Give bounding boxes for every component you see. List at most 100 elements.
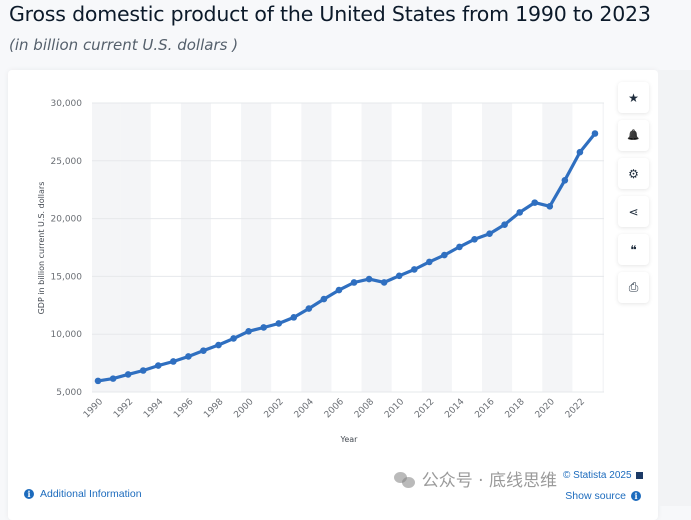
x-tick-label: 1998 [202,397,225,420]
x-tick-label: 1990 [82,397,105,420]
data-point[interactable] [185,353,192,360]
data-point[interactable] [124,371,132,378]
x-tick-label: 2010 [383,397,406,420]
data-point[interactable] [170,358,177,365]
data-point[interactable] [200,347,207,354]
show-source-link[interactable]: Show source i [565,490,641,502]
flag-icon [635,472,643,479]
x-tick-label: 2006 [323,397,346,420]
favorite-button[interactable]: ★ [618,82,649,113]
data-point[interactable] [531,199,539,206]
data-point[interactable] [335,286,343,294]
gdp-line [96,131,597,383]
x-tick-label: 2014 [443,397,466,420]
data-point[interactable] [516,209,523,216]
y-tick-label: 30,000 [51,99,83,109]
x-tick-label: 1996 [172,397,195,420]
star-icon: ★ [628,90,639,105]
quote-icon: ❝ [630,242,637,257]
y-tick-label: 5,000 [56,388,82,398]
statista-credit[interactable]: © Statista 2025 [563,470,643,481]
background-band [92,103,121,392]
data-point[interactable] [154,362,162,369]
x-tick-label: 2002 [263,397,286,420]
data-point[interactable] [501,221,508,228]
data-point[interactable] [290,314,298,321]
data-point[interactable] [456,243,463,251]
x-tick-label: 2016 [473,397,496,420]
x-tick-label: 2012 [413,397,436,420]
show-source-label: Show source [565,490,626,502]
data-point[interactable] [94,377,102,385]
data-point[interactable] [230,335,237,342]
data-point[interactable] [275,320,283,327]
x-tick-label: 1994 [142,397,165,420]
additional-information-link[interactable]: i Additional Information [24,488,142,500]
bell-icon: 🔔 [627,130,640,141]
cite-button[interactable]: ❝ [618,234,649,265]
print-button[interactable]: ⎙ [618,272,649,303]
background-band [602,103,604,392]
data-point[interactable] [260,324,267,331]
chart-title: Gross domestic product of the United Sta… [9,2,651,26]
data-point[interactable] [576,148,584,156]
background-band [241,103,272,392]
background-band [301,103,332,392]
data-point[interactable] [350,279,358,286]
data-point[interactable] [245,327,252,335]
data-point[interactable] [591,130,599,137]
background-bands [92,103,604,392]
chart-subtitle: (in billion current U.S. dollars ) [9,36,239,54]
data-point[interactable] [486,230,493,237]
x-tick-label: 2022 [564,397,587,420]
y-tick-label: 15,000 [51,272,83,282]
data-point[interactable] [426,258,433,266]
data-point[interactable] [471,236,478,243]
data-point[interactable] [380,279,388,286]
data-point[interactable] [320,295,328,303]
background-band [361,103,392,392]
data-point[interactable] [561,176,569,184]
print-icon: ⎙ [628,280,639,294]
background-band [180,103,211,392]
background-band [120,103,151,392]
settings-button[interactable]: ⚙ [618,158,649,189]
gear-icon: ⚙ [628,166,639,181]
background-band [421,103,452,392]
notification-button[interactable]: 🔔 [618,120,649,151]
credit-text: © Statista 2025 [563,470,632,481]
x-tick-label: 2018 [504,397,527,420]
data-point[interactable] [546,203,554,210]
x-tick-label: 1992 [112,397,135,420]
info-icon: i [24,489,34,499]
info-icon: i [631,491,641,501]
y-axis-ticks: 5,000 10,000 15,000 20,000 25,000 30,000 [51,99,83,398]
x-tick-label: 2000 [232,397,255,420]
data-point[interactable] [139,367,147,374]
data-point[interactable] [215,341,222,349]
right-panel [658,70,691,506]
y-tick-label: 10,000 [51,330,83,340]
data-point[interactable] [109,375,117,382]
x-axis-title: Year [340,435,359,444]
background-band [482,103,513,392]
data-point[interactable] [305,305,313,312]
line-chart: 5,000 10,000 15,000 20,000 25,000 30,000 1990… [37,99,604,444]
series-gdp [94,130,599,385]
data-point[interactable] [410,266,418,273]
share-icon: ⋖ [628,204,639,219]
y-axis-title: GDP in billion current U.S. dollars [37,182,46,315]
y-tick-label: 25,000 [51,157,83,167]
x-tick-label: 2004 [293,397,316,420]
x-axis-ticks: 1990 1992 1994 1996 1998 2000 2002 2004 2006 2008… [82,397,587,420]
gridlines [92,102,604,393]
data-point[interactable] [441,251,448,259]
data-point[interactable] [395,272,403,280]
additional-information-label: Additional Information [40,488,142,500]
share-button[interactable]: ⋖ [618,196,649,227]
x-tick-label: 2008 [353,397,376,420]
x-tick-label: 2020 [534,397,557,420]
data-point[interactable] [365,275,373,283]
background-band [542,103,573,392]
y-tick-label: 20,000 [51,215,83,225]
